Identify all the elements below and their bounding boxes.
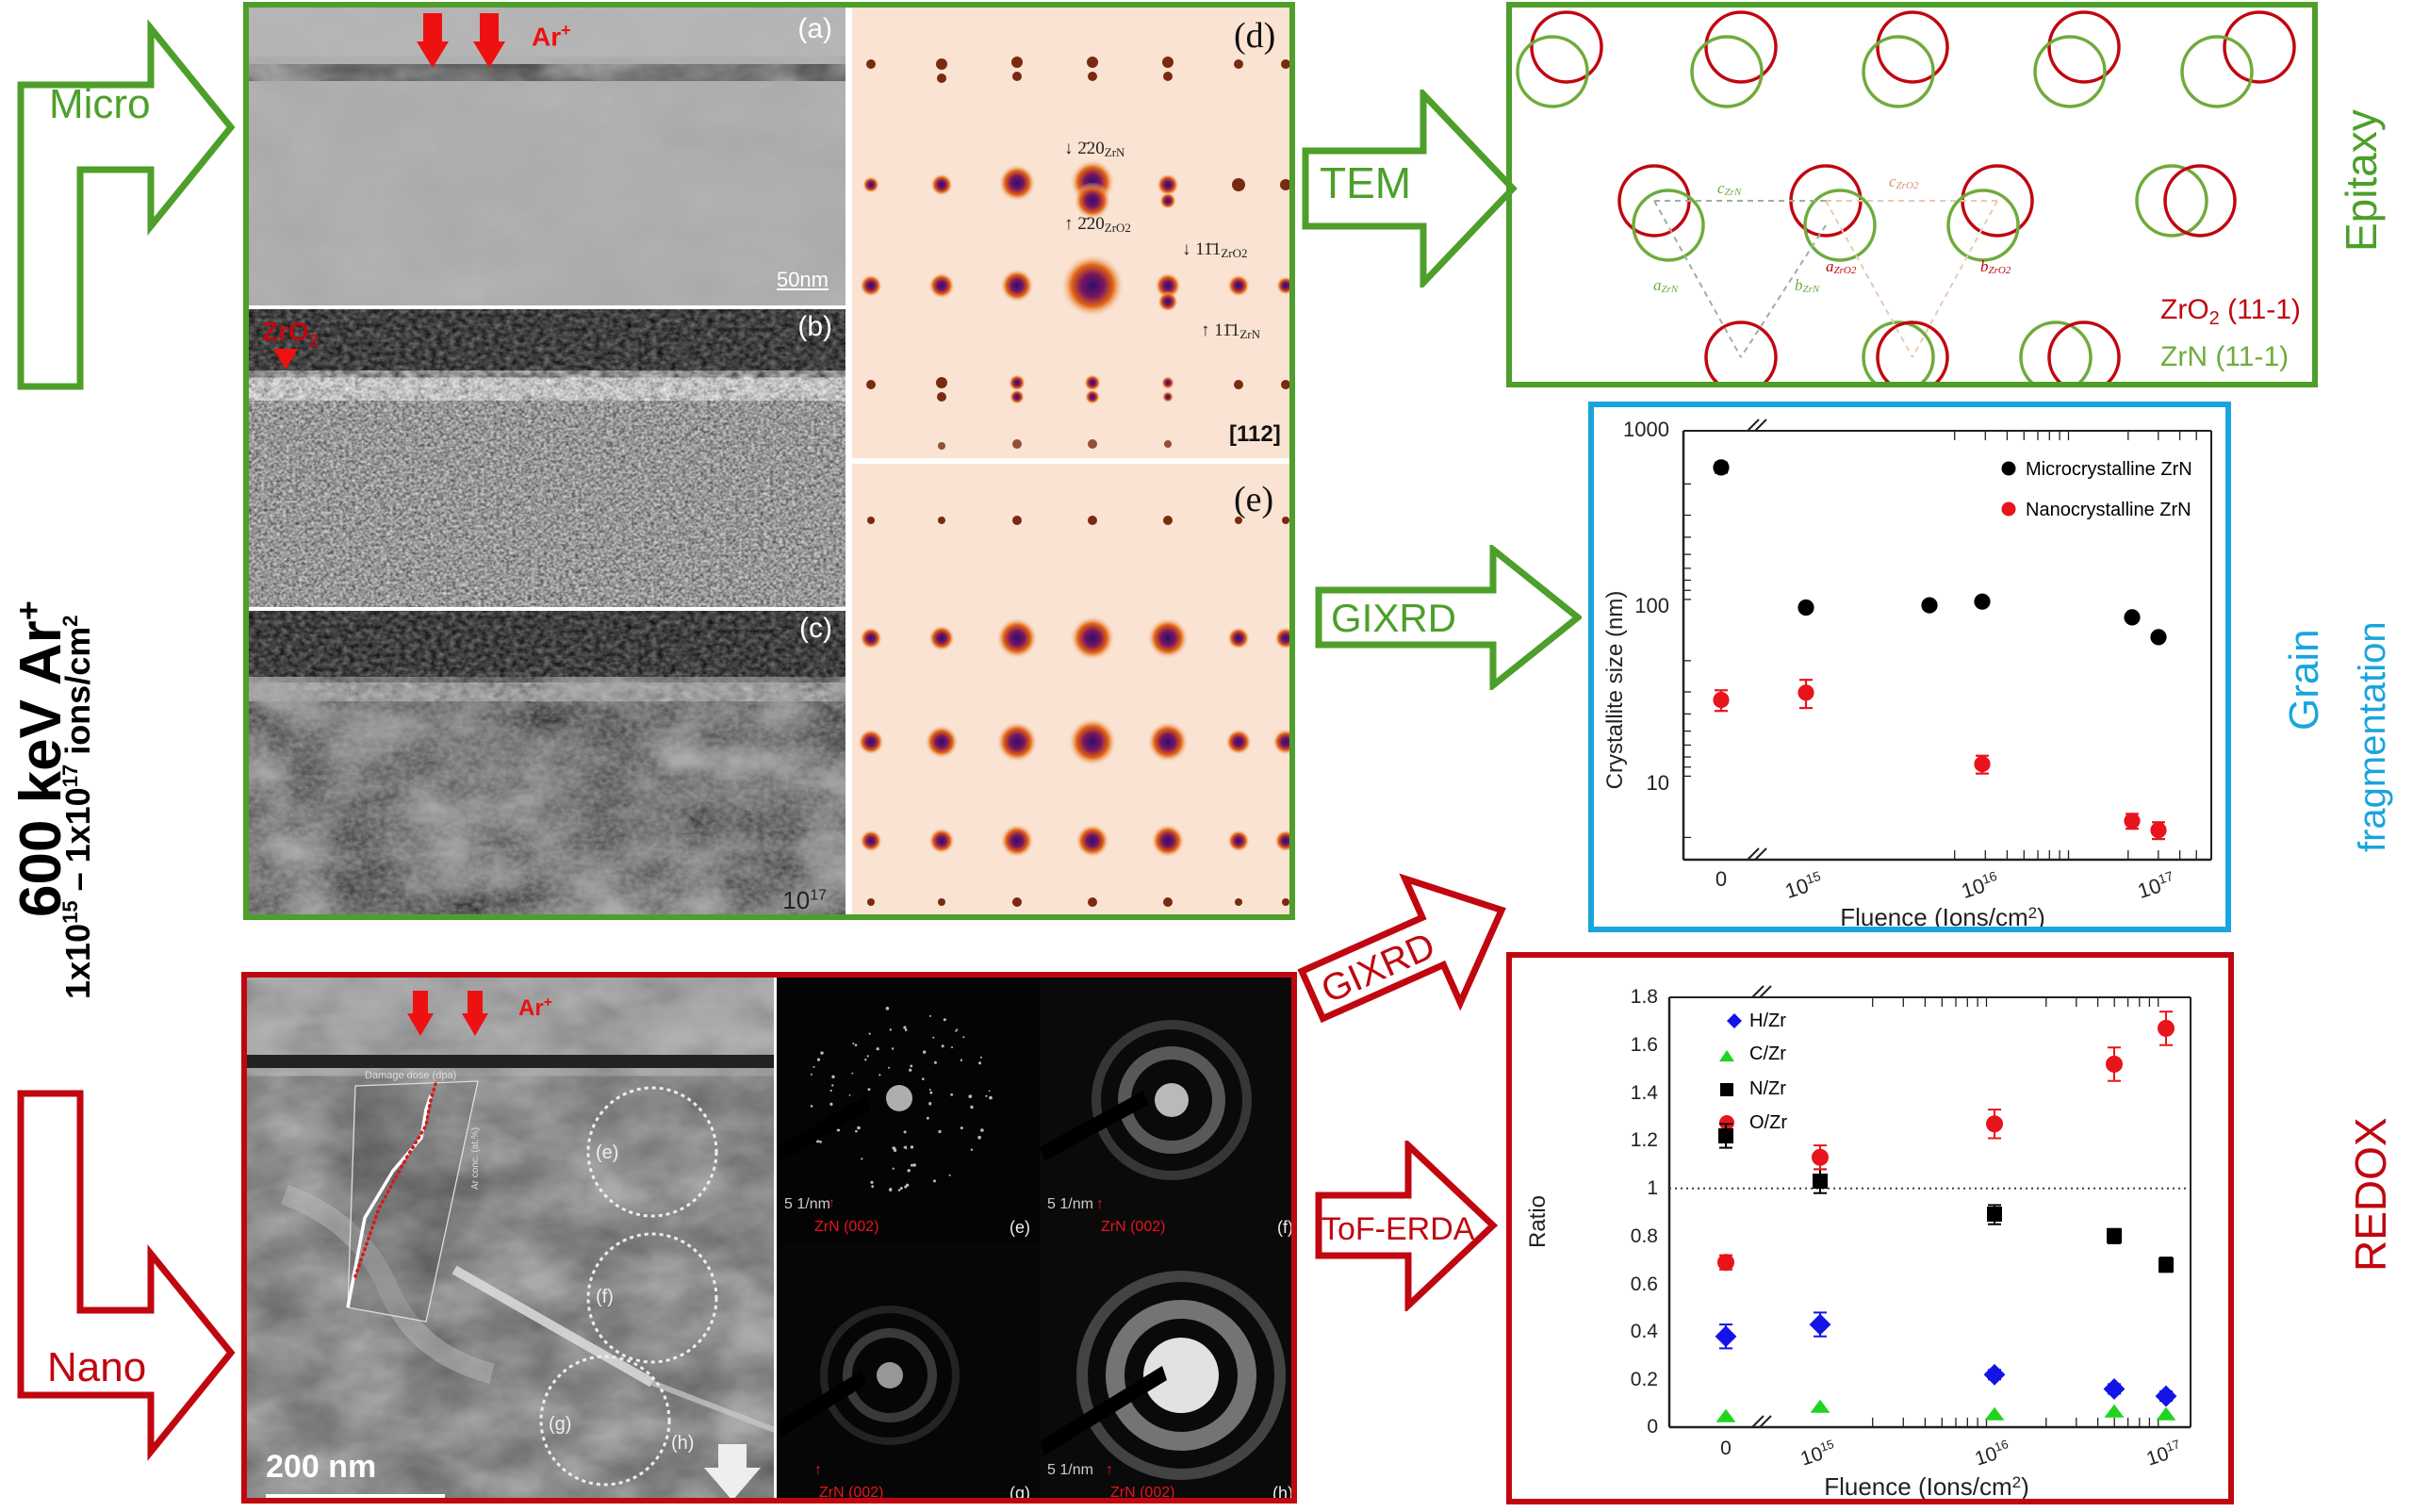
svg-text:cZrO2: cZrO2 — [1889, 173, 1919, 191]
svg-text:Nano: Nano — [47, 1344, 146, 1390]
svg-text:1: 1 — [1647, 1177, 1658, 1199]
svg-text:c​ZrN: c​ZrN — [1717, 179, 1742, 198]
svg-text:N/Zr: N/Zr — [1749, 1078, 1786, 1099]
svg-text:1017: 1017 — [2134, 868, 2177, 903]
svg-text:Fluence (Ions/cm2): Fluence (Ions/cm2) — [1824, 1472, 2029, 1501]
svg-text:0.8: 0.8 — [1631, 1225, 1658, 1247]
svg-text:Fluence (Ions/cm2): Fluence (Ions/cm2) — [1840, 903, 2045, 931]
svg-text:0: 0 — [1715, 867, 1727, 891]
svg-text:Crystallite size (nm): Crystallite size (nm) — [1602, 591, 1628, 790]
svg-text:1016: 1016 — [1958, 868, 2001, 903]
svg-text:ZrN (11-1): ZrN (11-1) — [2160, 341, 2289, 372]
svg-text:Ratio: Ratio — [1525, 1195, 1551, 1248]
svg-text:1.2: 1.2 — [1631, 1129, 1658, 1151]
svg-text:1.8: 1.8 — [1631, 986, 1658, 1008]
svg-text:aZrN: aZrN — [1653, 276, 1679, 295]
svg-text:(f): (f) — [596, 1287, 614, 1307]
svg-text:C/Zr: C/Zr — [1749, 1044, 1786, 1064]
svg-text:GIXRD: GIXRD — [1331, 596, 1456, 640]
svg-text:100: 100 — [1634, 594, 1669, 617]
svg-text:1.4: 1.4 — [1631, 1082, 1659, 1104]
svg-text:bZrN: bZrN — [1795, 276, 1820, 295]
svg-text:0.2: 0.2 — [1631, 1369, 1658, 1390]
svg-text:0.6: 0.6 — [1631, 1274, 1658, 1295]
svg-text:↑ 11̄1ZrN: ↑ 11̄1ZrN — [1201, 320, 1261, 341]
svg-text:1015: 1015 — [1781, 868, 1825, 903]
svg-text:Micro: Micro — [49, 81, 151, 127]
svg-text:(e): (e) — [596, 1142, 618, 1163]
svg-text:(e): (e) — [1234, 480, 1273, 519]
svg-text:1017: 1017 — [2143, 1437, 2185, 1470]
svg-text:1000: 1000 — [1623, 418, 1669, 441]
svg-text:(h): (h) — [671, 1433, 694, 1454]
svg-text:↓ 11̄1ZrO2: ↓ 11̄1ZrO2 — [1182, 239, 1248, 260]
svg-text:0: 0 — [1647, 1416, 1658, 1438]
svg-text:0.4: 0.4 — [1631, 1321, 1659, 1342]
svg-text:↓ 2̄20ZrN: ↓ 2̄20ZrN — [1064, 139, 1125, 159]
svg-text:10: 10 — [1647, 771, 1669, 795]
svg-text:Nanocrystalline ZrN: Nanocrystalline ZrN — [2026, 500, 2191, 520]
svg-text:Microcrystalline ZrN: Microcrystalline ZrN — [2026, 459, 2192, 480]
svg-text:ZrO2 (11-1): ZrO2 (11-1) — [2160, 294, 2301, 329]
svg-text:[112]: [112] — [1229, 421, 1281, 447]
svg-text:H/Zr: H/Zr — [1749, 1011, 1786, 1031]
svg-text:1016: 1016 — [1972, 1437, 2013, 1470]
svg-text:↑ 2̄20ZrO2: ↑ 2̄20ZrO2 — [1064, 214, 1131, 235]
svg-text:0: 0 — [1720, 1438, 1732, 1459]
svg-text:1015: 1015 — [1797, 1437, 1839, 1470]
svg-text:(g): (g) — [549, 1414, 571, 1435]
svg-text:bZrO2: bZrO2 — [1980, 257, 2011, 276]
svg-text:O/Zr: O/Zr — [1749, 1112, 1787, 1133]
svg-text:(d): (d) — [1234, 16, 1275, 56]
svg-text:TEM: TEM — [1320, 158, 1411, 207]
svg-text:1.6: 1.6 — [1631, 1034, 1658, 1056]
svg-text:ToF-ERDA: ToF-ERDA — [1321, 1211, 1475, 1247]
